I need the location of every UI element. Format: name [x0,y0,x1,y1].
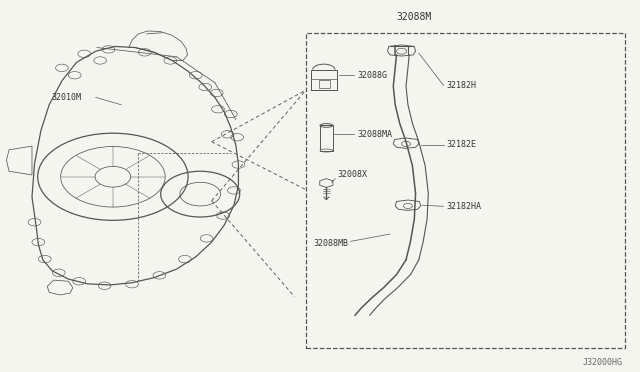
Text: 32182HA: 32182HA [446,202,481,211]
Text: 32088M: 32088M [397,12,432,22]
Bar [311,70,337,90]
Text: 32182H: 32182H [446,81,476,90]
Bar [319,80,330,88]
Text: 32010M: 32010M [51,93,81,102]
Text: 32008X: 32008X [338,170,368,179]
Bar [320,125,333,151]
Text: 32088G: 32088G [357,71,387,80]
Text: 32088MA: 32088MA [357,130,392,139]
Text: 32088MB: 32088MB [314,239,349,248]
Bar [306,33,625,349]
Text: J32000HG: J32000HG [582,358,623,367]
Text: 32182E: 32182E [446,140,476,149]
